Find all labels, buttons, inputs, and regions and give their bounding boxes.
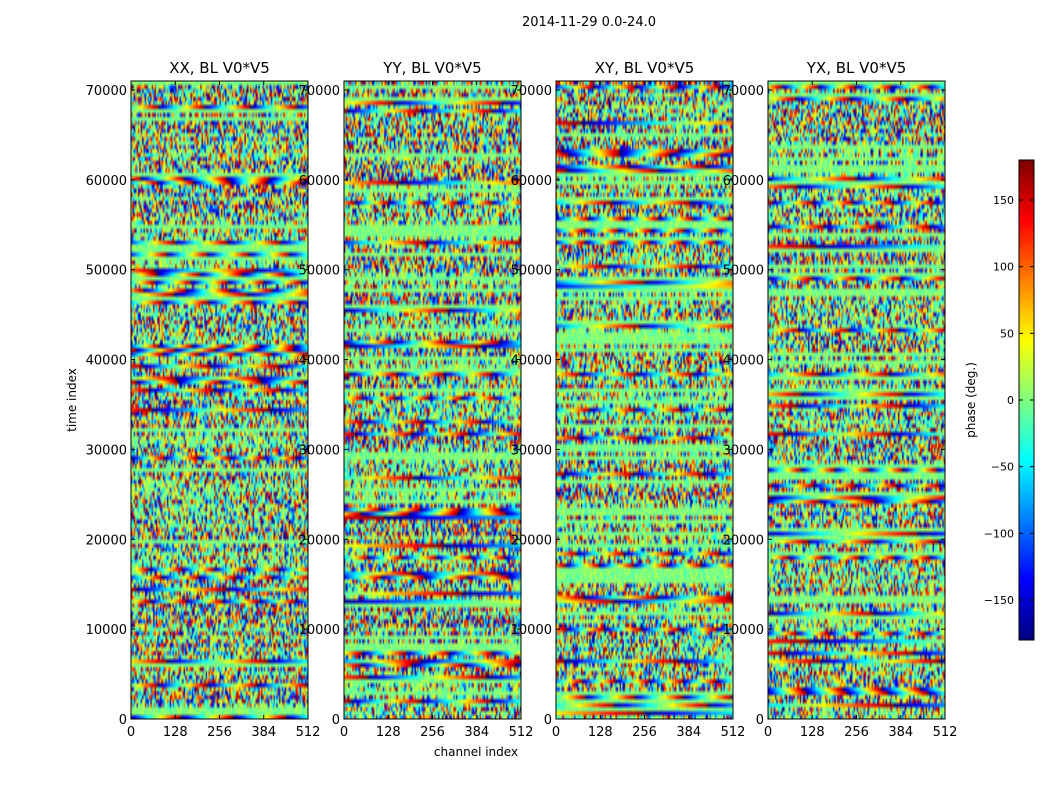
y-tick-label: 10000	[723, 623, 764, 638]
colorbar-tick-label: −150	[984, 594, 1014, 607]
x-tick-label: 384	[251, 725, 276, 740]
x-tick-label: 0	[764, 725, 772, 740]
y-tick-label: 50000	[723, 264, 764, 279]
figure-suptitle: 2014-11-29 0.0-24.0	[522, 15, 656, 30]
y-tick-label: 20000	[299, 533, 340, 548]
x-tick-label: 384	[464, 725, 489, 740]
x-tick-label: 256	[420, 725, 445, 740]
panel-title: YY, BL V0*V5	[382, 59, 481, 77]
colorbar-tick-label: −50	[991, 461, 1014, 474]
panel-title: XY, BL V0*V5	[595, 59, 695, 77]
y-tick-label: 70000	[86, 84, 127, 99]
y-tick-label: 70000	[511, 84, 552, 99]
x-tick-label: 128	[376, 725, 401, 740]
y-tick-label: 40000	[511, 354, 552, 369]
x-tick-label: 256	[844, 725, 869, 740]
colorbar: −150 −100 −50 0 50 100 150 phase (deg.)	[964, 159, 1035, 641]
panel-title: YX, BL V0*V5	[806, 59, 907, 77]
y-tick-label: 70000	[299, 84, 340, 99]
x-tick-label: 512	[721, 725, 746, 740]
y-tick-label: 0	[332, 713, 340, 728]
phase-heatmap-image	[131, 81, 308, 719]
colorbar-label: phase (deg.)	[964, 362, 978, 438]
panel-1: XX, BL V0*V5 0 128 256 384 512 0 10000 20000 3000…	[86, 59, 321, 740]
y-tick-label: 70000	[723, 84, 764, 99]
y-tick-label: 30000	[299, 443, 340, 458]
x-tick-label: 128	[800, 725, 825, 740]
panel-3: XY, BL V0*V5 0 128 256 384 512 0 10000 20000 3000…	[511, 59, 746, 740]
y-tick-label: 60000	[511, 174, 552, 189]
y-tick-label: 20000	[723, 533, 764, 548]
x-tick-label: 512	[933, 725, 958, 740]
colorbar-tick-label: 150	[993, 194, 1014, 207]
panel-2: YY, BL V0*V5 0 128 256 384 512 0 10000 20000 3000…	[299, 59, 534, 740]
panels-group: XX, BL V0*V5 0 128 256 384 512 0 10000 20000 3000…	[86, 59, 958, 740]
x-tick-label: 128	[588, 725, 613, 740]
y-tick-label: 0	[119, 713, 127, 728]
y-tick-label: 50000	[86, 264, 127, 279]
phase-heatmap-image	[768, 81, 945, 719]
y-tick-label: 50000	[299, 264, 340, 279]
y-tick-label: 30000	[511, 443, 552, 458]
phase-heatmap-image	[556, 81, 733, 719]
y-tick-label: 10000	[511, 623, 552, 638]
y-tick-label: 0	[756, 713, 764, 728]
y-tick-label: 20000	[511, 533, 552, 548]
y-tick-label: 40000	[723, 354, 764, 369]
y-tick-label: 30000	[723, 443, 764, 458]
y-tick-label: 10000	[299, 623, 340, 638]
colorbar-gradient	[1019, 160, 1034, 640]
y-tick-label: 60000	[723, 174, 764, 189]
x-tick-label: 512	[509, 725, 534, 740]
x-tick-label: 384	[676, 725, 701, 740]
y-tick-label: 40000	[299, 354, 340, 369]
y-axis-label: time index	[65, 368, 79, 432]
y-tick-label: 60000	[299, 174, 340, 189]
x-tick-label: 384	[888, 725, 913, 740]
colorbar-tick-label: 100	[993, 261, 1014, 274]
y-tick-label: 50000	[511, 264, 552, 279]
colorbar-tick-label: −100	[984, 527, 1014, 540]
panel-title: XX, BL V0*V5	[169, 59, 270, 77]
x-tick-label: 256	[632, 725, 657, 740]
x-tick-label: 512	[296, 725, 321, 740]
colorbar-tick-label: 50	[1000, 327, 1014, 340]
x-tick-label: 128	[163, 725, 188, 740]
phase-heatmap-image	[344, 81, 521, 719]
x-tick-label: 256	[207, 725, 232, 740]
y-tick-label: 10000	[86, 623, 127, 638]
y-tick-label: 0	[544, 713, 552, 728]
panel-4: YX, BL V0*V5 0 128 256 384 512 0 10000 20000 3000…	[723, 59, 958, 740]
x-tick-label: 0	[127, 725, 135, 740]
x-tick-label: 0	[552, 725, 560, 740]
y-tick-label: 60000	[86, 174, 127, 189]
y-tick-label: 20000	[86, 533, 127, 548]
y-tick-label: 40000	[86, 354, 127, 369]
x-tick-label: 0	[340, 725, 348, 740]
x-axis-label: channel index	[434, 745, 518, 759]
y-tick-label: 30000	[86, 443, 127, 458]
colorbar-tick-label: 0	[1007, 394, 1014, 407]
